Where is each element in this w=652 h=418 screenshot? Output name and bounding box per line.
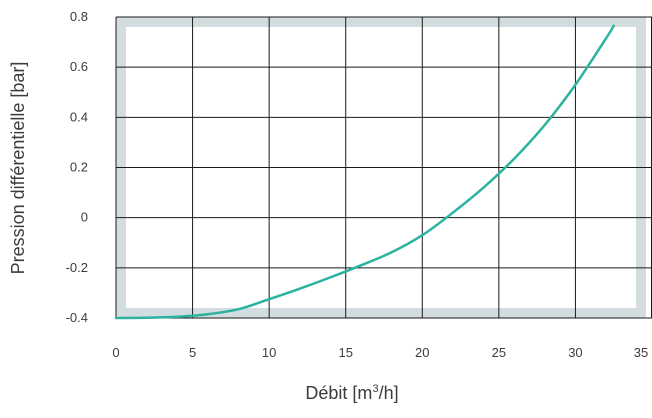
x-tick-label: 20 [415,345,429,360]
x-tick-label: 35 [634,345,648,360]
y-tick-label: 0.8 [70,9,88,24]
x-tick-label: 25 [492,345,506,360]
x-tick-label: 0 [112,345,119,360]
y-tick-label: -0.4 [66,310,88,325]
gridlines [115,16,652,319]
y-axis-title: Pression différentielle [bar] [8,62,28,275]
series-line-0 [114,24,615,320]
y-tick-label: 0.2 [70,160,88,175]
y-tick-label: 0.4 [70,109,88,124]
x-tick-label: 10 [262,345,276,360]
x-tick-label: 5 [189,345,196,360]
y-axis-ticks: -0.4 -0.2 0 0.2 0.4 0.6 0.8 [66,9,88,325]
y-tick-label: -0.2 [66,260,88,275]
series-layer [114,24,615,320]
y-tick-label: 0.6 [70,59,88,74]
y-tick-label: 0 [81,210,88,225]
x-axis-ticks: 0 5 10 15 20 25 30 35 [112,345,648,360]
x-tick-label: 15 [338,345,352,360]
x-axis-title: Débit [m3/h] [305,383,398,403]
x-tick-label: 30 [568,345,582,360]
